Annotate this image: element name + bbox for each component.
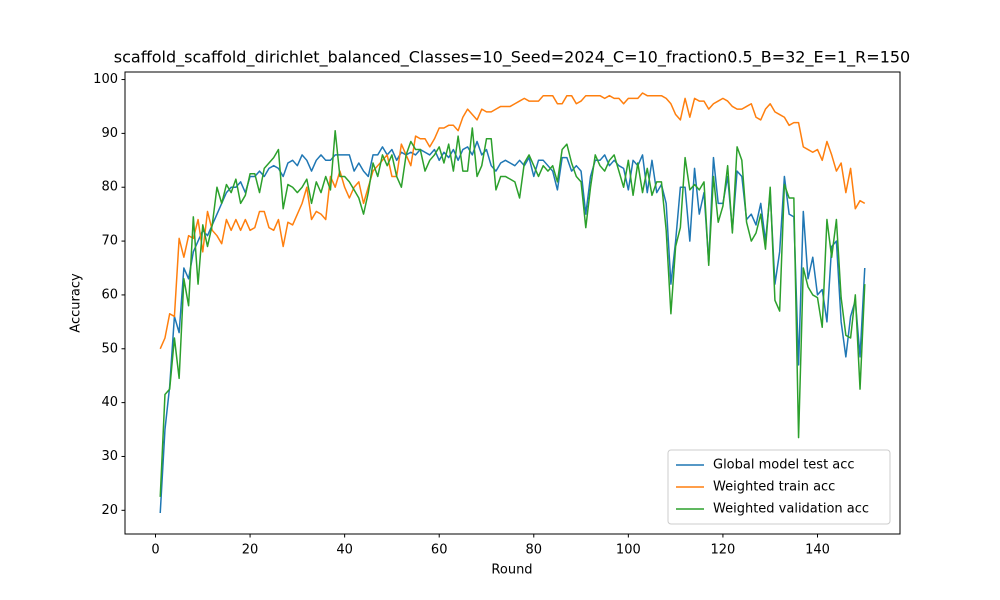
plot-frame	[124, 71, 901, 535]
y-tick-label: 90	[101, 126, 118, 141]
x-tick-label: 140	[805, 543, 830, 558]
x-tick-label: 20	[242, 543, 259, 558]
y-axis-label: Accuracy	[69, 273, 84, 333]
legend-label: Weighted train acc	[713, 480, 835, 495]
y-tick-label: 60	[101, 287, 118, 302]
series-line	[159, 92, 866, 350]
y-tick-label: 20	[101, 503, 118, 518]
x-tick-label: 40	[336, 543, 353, 558]
legend-label: Weighted validation acc	[713, 502, 869, 517]
x-tick-label: 120	[711, 543, 736, 558]
y-tick-label: 70	[101, 234, 118, 249]
x-tick-label: 60	[431, 543, 448, 558]
chart-title: scaffold_scaffold_dirichlet_balanced_Cla…	[114, 48, 910, 68]
x-tick-label: 100	[616, 543, 641, 558]
y-tick-label: 50	[101, 341, 118, 356]
x-tick-label: 80	[526, 543, 543, 558]
y-tick-label: 80	[101, 180, 118, 195]
series-line	[159, 127, 866, 497]
x-axis-label: Round	[491, 563, 532, 578]
y-tick-label: 30	[101, 449, 118, 464]
series-line	[159, 140, 866, 514]
y-tick-label: 40	[101, 395, 118, 410]
legend-label: Global model test acc	[713, 458, 855, 473]
x-tick-label: 0	[151, 543, 159, 558]
y-tick-label: 100	[93, 72, 118, 87]
legend-box	[667, 449, 891, 525]
